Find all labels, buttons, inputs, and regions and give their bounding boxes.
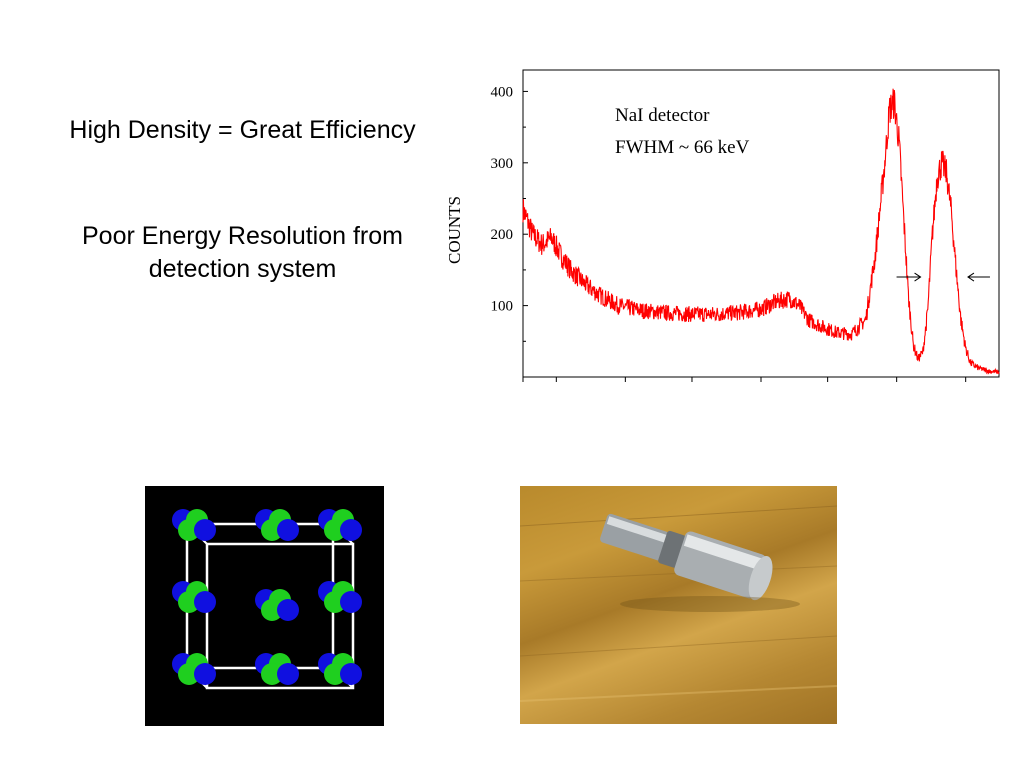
resolution-text-line-2: detection system — [148, 255, 337, 283]
resolution-text-line-1: Poor Energy Resolution from — [82, 222, 403, 250]
sodium-atom — [340, 591, 362, 613]
sodium-atom — [277, 599, 299, 621]
annotation-detector: NaI detector — [615, 105, 710, 126]
iodine-atom — [324, 591, 346, 613]
fwhm-arrow-right-head — [967, 272, 975, 282]
detector-photo-drawing — [520, 505, 837, 702]
iodine-atom — [261, 599, 283, 621]
iodine-atom — [178, 519, 200, 541]
fwhm-arrows — [896, 272, 990, 282]
y-tick-label: 300 — [491, 156, 514, 172]
sodium-atom — [340, 663, 362, 685]
y-tick-label: 200 — [491, 227, 514, 243]
iodine-atom — [261, 663, 283, 685]
iodine-atom — [178, 591, 200, 613]
sodium-atom — [277, 663, 299, 685]
sodium-atom — [277, 519, 299, 541]
crystal-lattice-drawing — [172, 509, 362, 690]
annotation-fwhm: FWHM ~ 66 keV — [615, 137, 750, 158]
y-tick-label: 400 — [491, 84, 514, 100]
sodium-atom — [194, 663, 216, 685]
y-axis-label: COUNTS — [445, 196, 464, 264]
efficiency-text: High Density = Great Efficiency — [69, 116, 416, 144]
spectrum-line — [522, 88, 1000, 375]
sodium-atom — [340, 519, 362, 541]
x-axis-ticks — [522, 377, 967, 382]
plot-frame — [522, 69, 1000, 378]
sodium-atom — [194, 591, 216, 613]
resolution-text: Poor Energy Resolution from detection sy… — [30, 220, 455, 286]
iodine-atom — [261, 519, 283, 541]
sodium-atom — [194, 519, 216, 541]
y-tick-label: 100 — [491, 299, 514, 315]
fwhm-arrow-left-head — [914, 272, 922, 282]
nai-spectrum-chart: 100 200 300 400 COUNTS NaI detector FWHM ~ … — [445, 69, 1000, 382]
nacl-crystal-lattice-image — [145, 486, 384, 726]
iodine-atom — [178, 663, 200, 685]
iodine-atom — [324, 663, 346, 685]
nai-detector-photo — [520, 486, 837, 724]
y-axis-ticks: 100 200 300 400 — [491, 84, 528, 342]
iodine-atom — [324, 519, 346, 541]
